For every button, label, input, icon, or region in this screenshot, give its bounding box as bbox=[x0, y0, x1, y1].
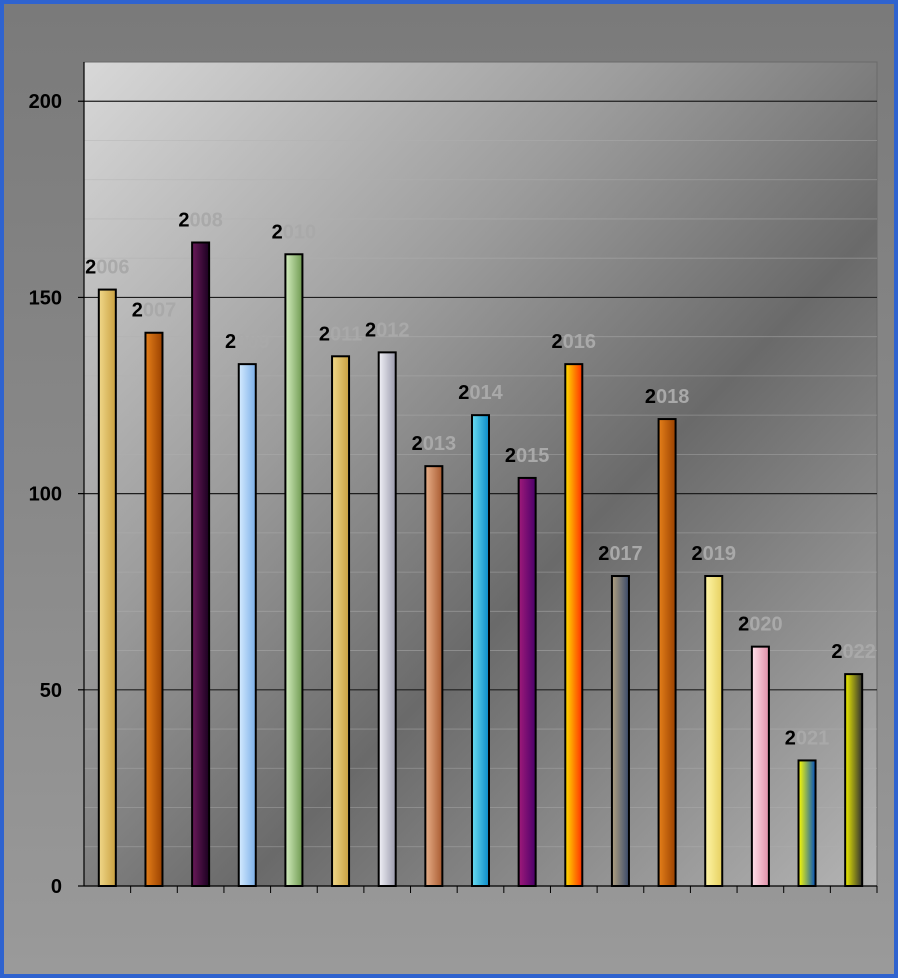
data-label-2010: 2010 bbox=[272, 221, 317, 243]
bar-2006 bbox=[97, 288, 117, 888]
bar-2013 bbox=[424, 465, 444, 887]
data-label-2021: 2021 bbox=[785, 727, 830, 749]
bar-2016 bbox=[564, 363, 584, 887]
data-label-2007: 2007 bbox=[132, 300, 177, 322]
bar-2018 bbox=[657, 418, 677, 887]
bar-2009 bbox=[237, 363, 257, 887]
data-label-2006: 2006 bbox=[85, 257, 130, 279]
data-label-2019: 2019 bbox=[691, 543, 736, 565]
data-label-2016: 2016 bbox=[552, 331, 597, 353]
y-tick-label: 50 bbox=[40, 680, 62, 702]
data-label-2014: 2014 bbox=[458, 382, 503, 404]
bar-2008 bbox=[191, 241, 211, 887]
data-label-2011: 2011 bbox=[319, 323, 362, 345]
bar-2014 bbox=[471, 414, 490, 887]
data-label-2013: 2013 bbox=[412, 433, 457, 455]
data-label-2017: 2017 bbox=[598, 543, 643, 565]
bar-2011 bbox=[331, 355, 351, 887]
bar-2007 bbox=[144, 331, 164, 887]
y-tick-label: 100 bbox=[29, 484, 62, 506]
data-label-2022: 2022 bbox=[831, 641, 876, 663]
data-label-2015: 2015 bbox=[505, 445, 550, 467]
data-label-2009: 2009 bbox=[225, 331, 270, 353]
bar-2012 bbox=[377, 351, 397, 888]
bar-2010 bbox=[284, 253, 304, 887]
y-tick-label: 200 bbox=[29, 91, 62, 113]
data-label-2012: 2012 bbox=[365, 319, 410, 341]
bar-2017 bbox=[610, 575, 630, 887]
bar-2019 bbox=[704, 575, 724, 887]
bar-2015 bbox=[517, 476, 537, 887]
data-label-2008: 2008 bbox=[178, 209, 223, 231]
y-tick-label: 150 bbox=[29, 287, 62, 309]
bar-2020 bbox=[750, 645, 770, 888]
data-label-2020: 2020 bbox=[738, 614, 783, 636]
data-label-2018: 2018 bbox=[645, 386, 690, 408]
bar-2021 bbox=[797, 759, 817, 888]
y-tick-label: 0 bbox=[51, 876, 62, 898]
bar-2022 bbox=[844, 673, 864, 887]
